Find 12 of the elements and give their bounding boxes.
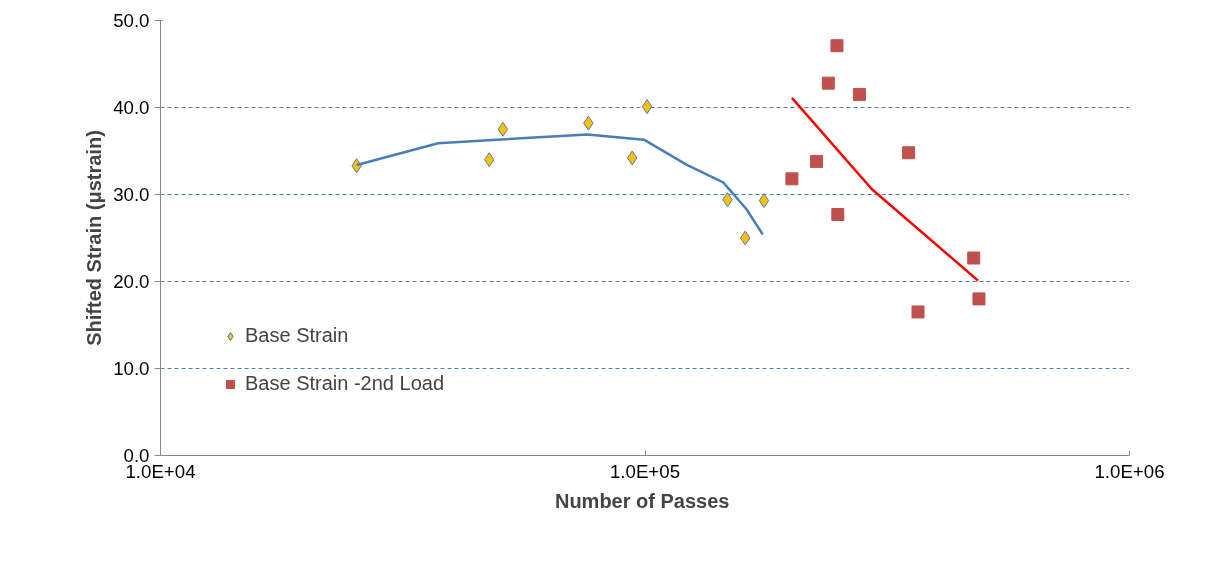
x-tick-label: 1.0E+06 [1094,460,1165,482]
x-tick-label: 1.0E+05 [609,460,681,482]
y-tick-label: 0.0 [123,445,150,466]
y-axis-title: Shifted Strain (μstrain) [83,130,106,346]
y-tick-label: 10.0 [113,358,150,379]
y-tick-label: 30.0 [113,184,150,205]
y-tick-label: 50.0 [113,10,150,31]
legend-label: Base Strain [245,324,349,347]
y-tick-label: 20.0 [113,271,150,292]
y-tick-label: 40.0 [113,97,150,118]
legend-label: Base Strain -2nd Load [245,372,445,395]
x-axis-title: Number of Passes [554,489,730,512]
